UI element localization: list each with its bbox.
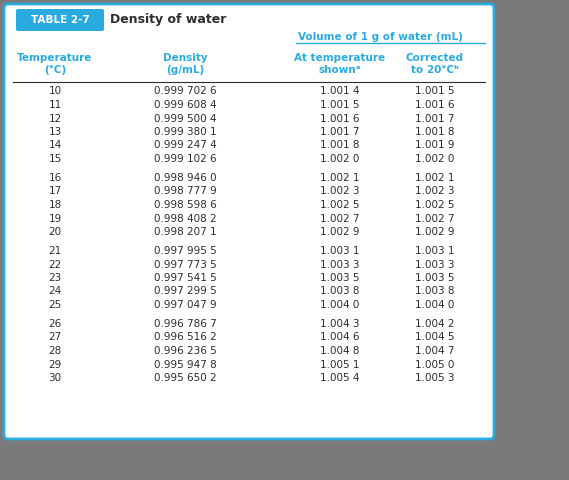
Text: 1.002 9: 1.002 9 [415,227,455,237]
Text: 12: 12 [48,113,61,123]
Text: 1.002 7: 1.002 7 [320,214,360,224]
Text: 0.998 408 2: 0.998 408 2 [154,214,216,224]
Text: 21: 21 [48,246,61,256]
Text: 11: 11 [48,100,61,110]
Text: 1.002 0: 1.002 0 [415,154,455,164]
Text: 0.998 598 6: 0.998 598 6 [154,200,216,210]
Text: 0.997 047 9: 0.997 047 9 [154,300,216,310]
Text: 0.999 247 4: 0.999 247 4 [154,141,216,151]
Text: 1.004 0: 1.004 0 [320,300,360,310]
Text: 1.004 5: 1.004 5 [415,333,455,343]
Text: 0.995 947 8: 0.995 947 8 [154,360,216,370]
Text: 1.003 8: 1.003 8 [415,287,455,297]
Text: Density of water: Density of water [110,13,226,26]
Text: 1.004 7: 1.004 7 [415,346,455,356]
Text: Density
(g/mL): Density (g/mL) [163,53,207,75]
Text: 1.002 1: 1.002 1 [415,173,455,183]
Text: Corrected
to 20°Cᵇ: Corrected to 20°Cᵇ [406,53,464,75]
Text: 1.001 9: 1.001 9 [415,141,455,151]
Text: 1.001 6: 1.001 6 [415,100,455,110]
Text: 0.996 516 2: 0.996 516 2 [154,333,216,343]
Text: At temperature
shownᵃ: At temperature shownᵃ [294,53,386,75]
Text: 1.001 4: 1.001 4 [320,86,360,96]
Text: 0.998 207 1: 0.998 207 1 [154,227,216,237]
Text: 0.997 995 5: 0.997 995 5 [154,246,216,256]
Text: 0.999 702 6: 0.999 702 6 [154,86,216,96]
Text: 0.997 299 5: 0.997 299 5 [154,287,216,297]
Text: 1.002 3: 1.002 3 [320,187,360,196]
Text: 17: 17 [48,187,61,196]
Text: 1.001 7: 1.001 7 [320,127,360,137]
Text: 1.005 1: 1.005 1 [320,360,360,370]
Text: 1.004 0: 1.004 0 [415,300,455,310]
Text: 23: 23 [48,273,61,283]
Text: 26: 26 [48,319,61,329]
Text: 1.002 5: 1.002 5 [415,200,455,210]
Text: 1.004 6: 1.004 6 [320,333,360,343]
Text: 1.005 4: 1.005 4 [320,373,360,383]
Text: 1.002 9: 1.002 9 [320,227,360,237]
Text: 0.999 608 4: 0.999 608 4 [154,100,216,110]
Text: 28: 28 [48,346,61,356]
Text: Volume of 1 g of water (mL): Volume of 1 g of water (mL) [298,32,463,42]
Text: 1.001 7: 1.001 7 [415,113,455,123]
Text: 1.004 3: 1.004 3 [320,319,360,329]
Text: 1.003 5: 1.003 5 [320,273,360,283]
Text: 19: 19 [48,214,61,224]
Text: 1.001 5: 1.001 5 [320,100,360,110]
Text: 1.003 3: 1.003 3 [415,260,455,269]
Text: 0.998 777 9: 0.998 777 9 [154,187,216,196]
Text: 1.002 5: 1.002 5 [320,200,360,210]
FancyBboxPatch shape [16,9,104,31]
Text: 1.002 3: 1.002 3 [415,187,455,196]
Text: 29: 29 [48,360,61,370]
Text: 1.005 0: 1.005 0 [415,360,455,370]
Text: 18: 18 [48,200,61,210]
Text: 14: 14 [48,141,61,151]
Text: 1.002 7: 1.002 7 [415,214,455,224]
Text: 1.001 8: 1.001 8 [415,127,455,137]
Text: 24: 24 [48,287,61,297]
Text: TABLE 2-7: TABLE 2-7 [31,15,89,25]
Text: 15: 15 [48,154,61,164]
Text: Temperature
(°C): Temperature (°C) [17,53,93,75]
Text: 0.997 773 5: 0.997 773 5 [154,260,216,269]
Text: 0.998 946 0: 0.998 946 0 [154,173,216,183]
Text: 1.001 5: 1.001 5 [415,86,455,96]
Text: 1.003 3: 1.003 3 [320,260,360,269]
Text: 1.003 1: 1.003 1 [415,246,455,256]
Text: 30: 30 [48,373,61,383]
Text: 1.002 0: 1.002 0 [320,154,360,164]
Text: 1.001 8: 1.001 8 [320,141,360,151]
Text: 1.001 6: 1.001 6 [320,113,360,123]
Text: 25: 25 [48,300,61,310]
Text: 0.999 380 1: 0.999 380 1 [154,127,216,137]
Text: 0.997 541 5: 0.997 541 5 [154,273,216,283]
Text: 1.003 1: 1.003 1 [320,246,360,256]
Text: 1.003 5: 1.003 5 [415,273,455,283]
Text: 1.002 1: 1.002 1 [320,173,360,183]
FancyBboxPatch shape [4,4,494,439]
Text: 1.004 2: 1.004 2 [415,319,455,329]
Text: 1.004 8: 1.004 8 [320,346,360,356]
Text: 0.996 236 5: 0.996 236 5 [154,346,216,356]
Text: 1.005 3: 1.005 3 [415,373,455,383]
Text: 27: 27 [48,333,61,343]
Text: 0.995 650 2: 0.995 650 2 [154,373,216,383]
Text: 0.996 786 7: 0.996 786 7 [154,319,216,329]
Text: 10: 10 [48,86,61,96]
Text: 22: 22 [48,260,61,269]
Text: 20: 20 [48,227,61,237]
Text: 0.999 500 4: 0.999 500 4 [154,113,216,123]
Text: 1.003 8: 1.003 8 [320,287,360,297]
Text: 13: 13 [48,127,61,137]
Text: 16: 16 [48,173,61,183]
Text: 0.999 102 6: 0.999 102 6 [154,154,216,164]
